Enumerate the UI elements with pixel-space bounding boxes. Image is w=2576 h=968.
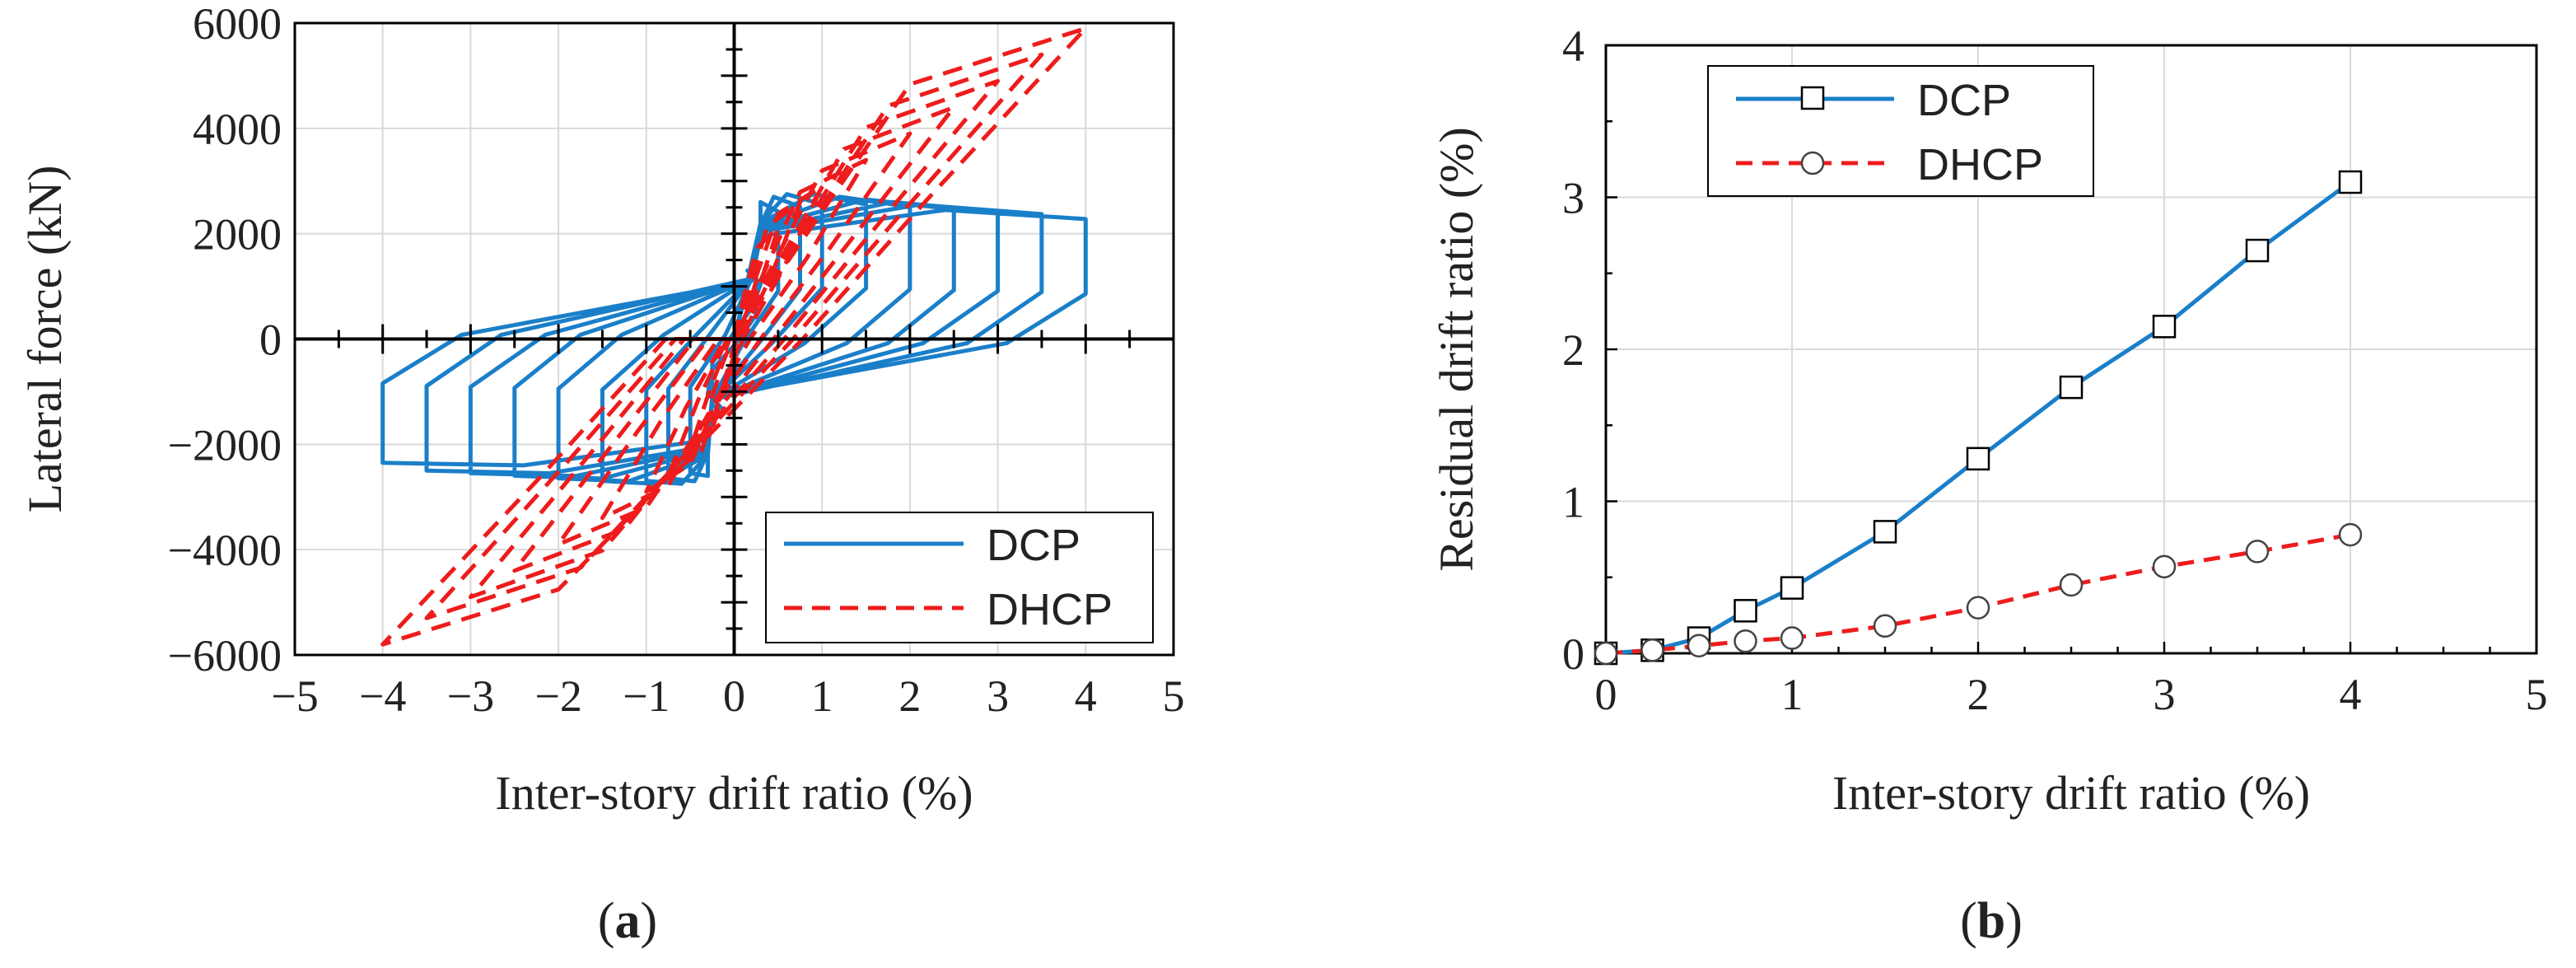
panel-b-x-tick-labels: 0 1 2 3 4 5 xyxy=(1595,670,2548,719)
panel-a-x-tick-label: 3 xyxy=(987,671,1009,721)
panel-b-dhcp-point xyxy=(1873,614,1897,638)
panel-b-legend-dhcp-marker xyxy=(1800,151,1825,175)
panel-b-dhcp-point xyxy=(2245,540,2270,563)
panel-b-y-axis-label: Residual drift ratio (%) xyxy=(1430,127,1483,572)
panel-b-x-tick-label: 4 xyxy=(2340,670,2362,719)
panel-a-plot-frame xyxy=(293,21,1175,657)
panel-b-dhcp-point xyxy=(1734,629,1757,653)
panel-a-x-tick-label: 1 xyxy=(811,671,833,721)
panel-b-dhcp-point xyxy=(2152,554,2177,579)
panel-a-x-tick-label: −3 xyxy=(447,671,494,721)
panel-b-x-tick-label: 3 xyxy=(2154,670,2176,719)
panel-b-dhcp-point xyxy=(1966,596,1990,620)
panel-a-y-tick-label: 0 xyxy=(259,316,282,365)
panel-b-y-tick-label: 3 xyxy=(1562,174,1584,223)
panel-a-x-tick-label: −4 xyxy=(359,671,406,721)
panel-a-label: (a) xyxy=(598,893,657,949)
panel-b-dcp-point xyxy=(1780,576,1804,600)
panel-b-dcp-point xyxy=(1966,447,1990,471)
panel-a-legend-dcp-label: DCP xyxy=(987,521,1080,570)
panel-a-legend-box xyxy=(765,512,1154,643)
panel-a-y-axis-label: Lateral force (kN) xyxy=(18,166,72,513)
panel-b-dhcp-point xyxy=(2059,573,2084,597)
panel-b-dcp-point xyxy=(2338,170,2363,194)
panel-b-label: (b) xyxy=(1960,893,2023,949)
panel-a-x-tick-label: −5 xyxy=(271,671,318,721)
panel-a-y-tick-label: −4000 xyxy=(168,526,282,575)
panel-b-dcp-point xyxy=(1873,520,1897,544)
panel-a-y-tick-label: 4000 xyxy=(193,105,282,154)
panel-b-x-tick-label: 2 xyxy=(1967,670,1990,719)
panel-b-dhcp-point xyxy=(1640,638,1664,662)
panel-a-y-tick-labels: −6000 −4000 −2000 0 2000 4000 6000 xyxy=(168,0,282,680)
panel-b-legend-dcp-marker xyxy=(1800,86,1825,110)
panel-b-x-tick-label: 5 xyxy=(2526,670,2548,719)
panel-b-y-tick-label: 0 xyxy=(1562,629,1584,679)
panel-a-x-tick-label: −2 xyxy=(534,671,581,721)
panel-b-y-tick-labels: 0 1 2 3 4 xyxy=(1562,21,1584,679)
panel-a-y-tick-label: 2000 xyxy=(193,210,282,260)
panel-b-dcp-point xyxy=(2059,375,2084,400)
panel-b-y-tick-label: 1 xyxy=(1562,478,1584,527)
panel-b-dcp-point xyxy=(1734,599,1757,623)
panel-a-y-tick-label: −2000 xyxy=(168,420,282,470)
panel-b-y-tick-label: 2 xyxy=(1562,325,1584,375)
panel-a-x-tick-label: 4 xyxy=(1075,671,1097,721)
panel-b-dhcp-point xyxy=(2338,522,2363,547)
panel-a-x-tick-label: 2 xyxy=(898,671,921,721)
panel-b-x-tick-label: 1 xyxy=(1781,670,1804,719)
panel-a-legend: DCP DHCP xyxy=(765,512,1154,643)
panel-b-dhcp-point xyxy=(1594,641,1618,666)
panel-b-residual-drift-chart: 0 1 2 3 4 5 0 1 2 3 4 Inter-story drift ratio (%)… xyxy=(1430,21,2548,949)
panel-a-series xyxy=(380,26,1088,647)
panel-a-x-tick-label: 0 xyxy=(723,671,745,721)
panel-b-series xyxy=(1594,170,2363,666)
panel-b-x-axis-label: Inter-story drift ratio (%) xyxy=(1832,766,2310,820)
panel-b-dcp-point xyxy=(2152,315,2177,339)
panel-a-y-tick-label: 6000 xyxy=(193,0,282,49)
panel-b-legend-box xyxy=(1707,65,2094,197)
panel-b-dcp-point xyxy=(2245,238,2270,263)
panel-b-dhcp-point xyxy=(1780,626,1804,650)
panel-b-legend: DCP DHCP xyxy=(1707,65,2094,197)
panel-a-hysteresis-chart: −5 −4 −3 −2 −1 0 1 2 3 4 5 −6000 −4000 −2000 0 2000 400… xyxy=(18,0,1185,949)
panel-a-x-axis-label: Inter-story drift ratio (%) xyxy=(495,766,973,820)
panel-a-x-tick-label: −1 xyxy=(623,671,670,721)
panel-a-x-tick-labels: −5 −4 −3 −2 −1 0 1 2 3 4 5 xyxy=(271,671,1184,721)
panel-a-y-tick-label: −6000 xyxy=(168,631,282,680)
panel-a-legend-dhcp-label: DHCP xyxy=(987,585,1113,634)
panel-b-x-tick-label: 0 xyxy=(1595,670,1617,719)
panel-b-y-tick-label: 4 xyxy=(1562,21,1584,71)
panel-a-x-tick-label: 5 xyxy=(1163,671,1185,721)
panel-b-legend-dhcp-label: DHCP xyxy=(1917,140,2043,189)
panel-b-dhcp-point xyxy=(1687,634,1711,658)
panel-a-dhcp-curve xyxy=(380,26,1088,647)
panel-b-legend-dcp-label: DCP xyxy=(1917,76,2011,125)
